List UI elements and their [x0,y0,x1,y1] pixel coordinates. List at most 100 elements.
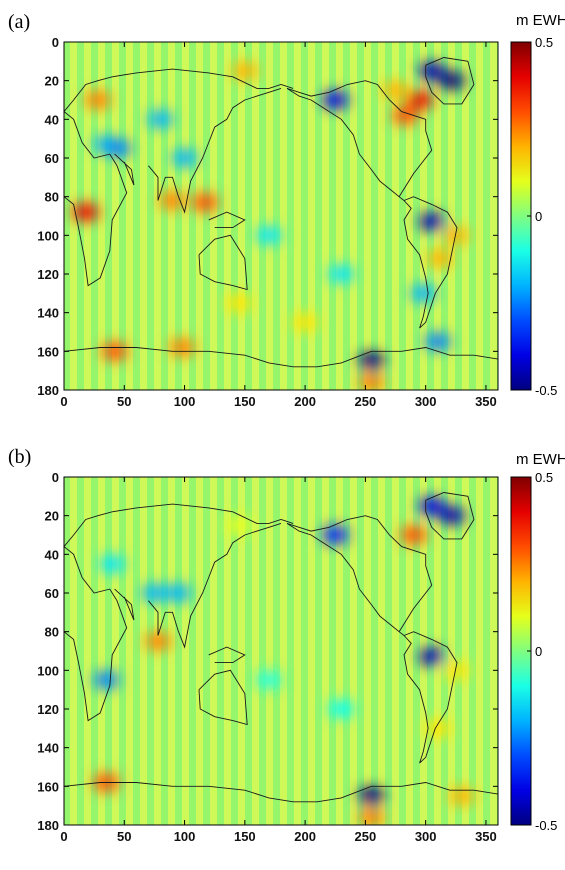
field-anomaly [141,584,168,602]
x-tick-label: 50 [117,394,131,409]
field-anomaly [424,332,451,351]
field-anomaly [169,338,196,357]
y-tick-label: 100 [37,228,59,243]
field-anomaly [84,91,111,109]
field-anomaly [358,373,385,390]
field-anomaly [328,700,355,718]
coastline [425,492,475,540]
field-anomaly [418,62,445,80]
coastline [286,80,433,197]
field-anomaly [448,787,475,805]
colorbar-tick-label: 0 [535,644,542,659]
plot-area: 0 50 100 150 200 250 300 350 0 20 40 60 80 100 120 140 1… [37,35,499,409]
colorbar-label: m EWH [516,451,565,468]
plot-frame [63,476,499,826]
field-anomaly [147,110,174,129]
field-anomaly [358,352,385,370]
field-anomaly [424,719,451,738]
colorbar: 0.5 0 -0.5 [510,470,557,833]
x-tick-label: 0 [60,829,67,844]
field-anomaly [406,91,433,109]
field-anomaly [322,91,349,109]
field-anomaly [105,139,132,158]
y-tick-label: 80 [45,190,59,205]
y-tick-label: 40 [45,112,59,127]
panel-a-chart: (a) m EWH 0 50 100 150 200 250 300 350 0 20 40 60 80… [8,11,565,409]
colorbar-tick-label: 0.5 [535,470,553,485]
x-tick-label: 200 [294,829,316,844]
field-anomaly [99,555,126,573]
coastline [64,68,294,112]
coastline [64,782,498,803]
x-tick-label: 0 [60,394,67,409]
y-tick-label: 80 [45,625,59,640]
plot-area: 0 50 100 150 200 250 300 350 0 20 40 60 80 100 120 140 1… [37,470,499,844]
field-anomaly [192,193,219,212]
field-anomaly [292,313,319,332]
y-tick-label: 20 [45,74,59,89]
y-tick-label: 180 [37,383,59,398]
x-tick-label: 250 [355,394,377,409]
field-anomaly [439,71,466,90]
coastline [286,523,405,636]
field-anomaly [231,62,258,80]
field-anomaly [322,526,349,544]
y-tick-label: 160 [37,344,59,359]
coastline [208,211,246,229]
x-tick-label: 350 [475,829,497,844]
coastline [425,57,475,105]
coastline [286,88,405,201]
field-anomaly [225,516,252,535]
field-anomaly [418,647,445,666]
field-anomaly [400,526,427,544]
panel-label: (b) [8,446,31,468]
plot-frame [63,41,499,391]
y-tick-label: 60 [45,151,59,166]
field-anomaly [427,249,454,268]
field-anomaly [145,632,172,651]
field-anomaly [392,106,419,125]
x-tick-label: 150 [234,829,256,844]
y-tick-label: 60 [45,586,59,601]
field-anomaly [171,149,198,167]
field-anomaly [255,226,282,245]
y-tick-label: 120 [37,702,59,717]
coastline [148,522,282,649]
y-tick-label: 160 [37,779,59,794]
y-tick-label: 40 [45,547,59,562]
colorbar-tick-label: -0.5 [535,818,557,833]
panel-label: (a) [8,11,30,33]
field-anomaly [382,81,409,100]
field-anomaly [439,506,466,525]
coastline [148,87,282,214]
field-anomaly [101,342,128,361]
coastline [198,234,248,291]
colorbar-tick-label: 0.5 [535,35,553,50]
field-anomaly [418,212,445,231]
field-anomaly [72,203,99,222]
coastline [114,588,135,621]
y-tick-label: 140 [37,306,59,321]
coastline [64,111,128,287]
x-tick-label: 350 [475,394,497,409]
y-tick-label: 20 [45,509,59,524]
panel-b: (b) m EWH 0 50 100 150 200 250 300 350 0 20 40 60 80… [0,435,565,870]
coastline [208,646,246,664]
x-tick-label: 150 [234,394,256,409]
panel-a: (a) m EWH 0 50 100 150 200 250 300 350 0 20 40 60 80… [8,11,565,409]
coastline [198,669,248,726]
coastline [114,153,135,186]
field-anomaly [410,284,437,303]
x-tick-label: 50 [117,829,131,844]
field-anomaly [418,497,445,515]
colorbar-tick-label: 0 [535,209,542,224]
y-tick-label: 180 [37,818,59,833]
colorbar-tick-label: -0.5 [535,383,557,398]
x-tick-label: 200 [294,394,316,409]
y-tick-label: 120 [37,267,59,282]
coastline [403,196,458,329]
x-tick-label: 100 [174,394,196,409]
colorbar-label: m EWH [516,12,565,29]
field-anomaly [159,191,186,210]
y-tick-label: 0 [52,35,59,50]
